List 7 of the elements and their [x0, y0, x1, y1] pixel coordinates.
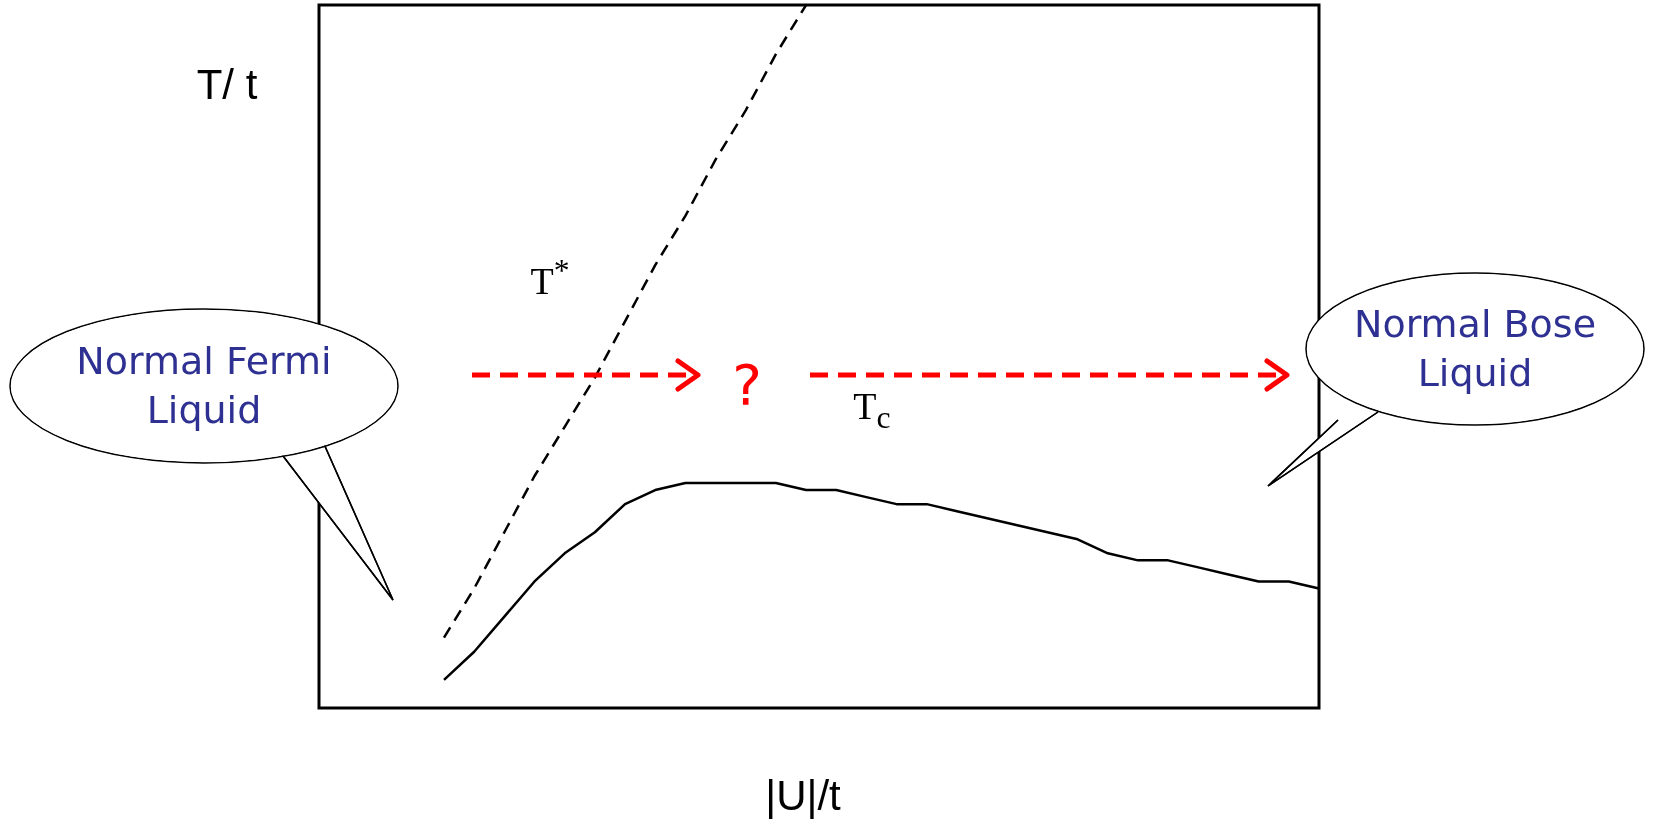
text: Normal Fermi Liquid	[75, 337, 333, 434]
annotation: T$^{*}$	[530, 252, 570, 304]
annotation: T$_{c}$	[853, 384, 891, 436]
annotation: ?	[732, 351, 762, 417]
y-axis-title: T/ t	[196, 61, 258, 109]
text: Normal Bose Liquid	[1352, 300, 1598, 397]
x-axis-title: |U|/t	[765, 772, 841, 820]
